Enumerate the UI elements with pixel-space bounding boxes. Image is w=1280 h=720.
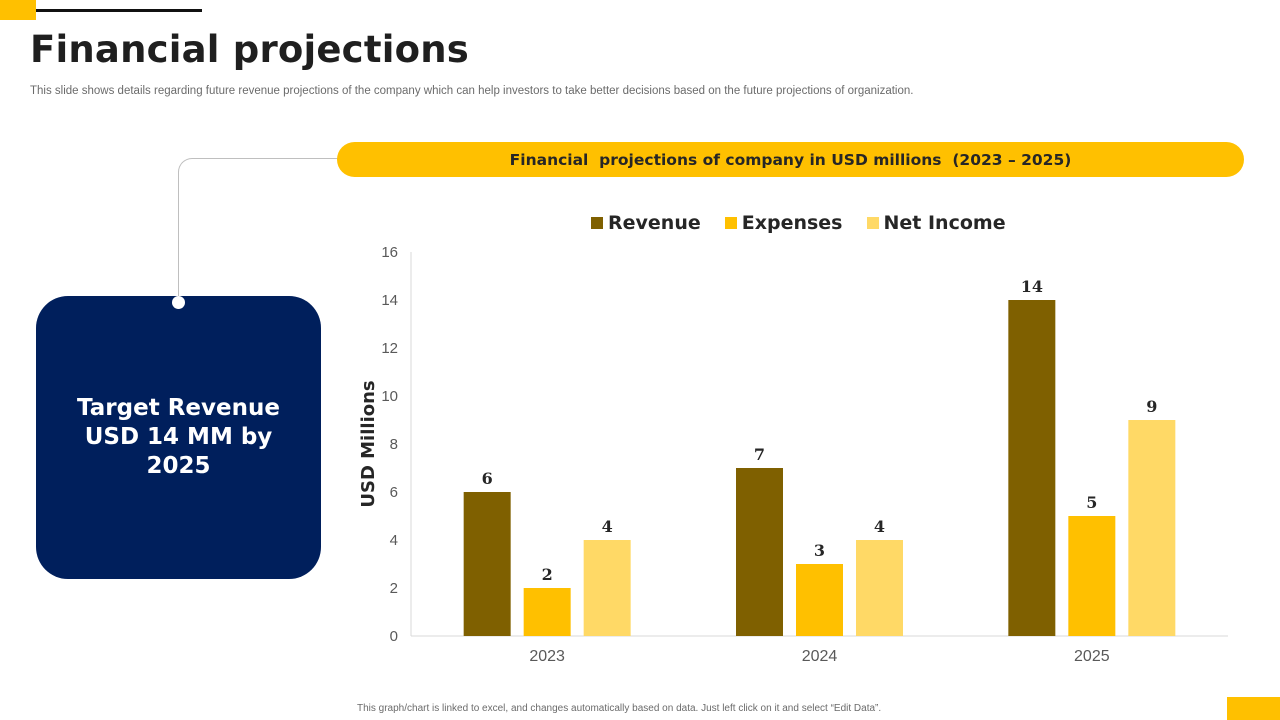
y-tick-label-0: 0 — [390, 628, 398, 645]
data-label-expenses-2023: 2 — [542, 565, 553, 584]
y-tick-label-14: 14 — [381, 292, 398, 309]
chart-legend: Revenue Expenses Net Income — [591, 210, 1030, 236]
x-tick-label-2024: 2024 — [802, 648, 838, 665]
y-tick-label-16: 16 — [381, 244, 398, 261]
connector-line — [178, 158, 340, 302]
legend-swatch-expenses — [724, 217, 737, 229]
data-label-net-income-2023: 4 — [602, 517, 613, 536]
data-label-expenses-2025: 5 — [1086, 493, 1097, 512]
top-rule — [36, 9, 202, 12]
data-label-net-income-2025: 9 — [1146, 397, 1157, 416]
data-label-revenue-2023: 6 — [482, 469, 493, 488]
legend-label-net-income: Net Income — [883, 212, 1006, 234]
bar-revenue-2023 — [463, 492, 511, 636]
data-label-revenue-2024: 7 — [754, 445, 765, 464]
data-label-expenses-2024: 3 — [814, 541, 825, 560]
bar-revenue-2024 — [736, 468, 783, 636]
page-title: Financial projections — [30, 28, 469, 71]
y-tick-label-6: 6 — [390, 484, 398, 501]
data-label-revenue-2025: 14 — [1021, 277, 1043, 296]
bar-expenses-2025 — [1068, 516, 1116, 636]
legend-swatch-revenue — [591, 217, 603, 229]
chart-title: Financial projections of company in USD … — [509, 150, 1072, 169]
bar-net-income-2023 — [583, 540, 631, 636]
y-tick-label-4: 4 — [390, 532, 398, 549]
connector-dot — [172, 296, 185, 309]
bar-revenue-2025 — [1008, 300, 1056, 636]
corner-accent-top — [0, 0, 36, 20]
y-tick-label-10: 10 — [381, 388, 398, 405]
corner-accent-bottom — [1227, 697, 1280, 720]
y-tick-label-12: 12 — [381, 340, 398, 357]
chart-title-banner: Financial projections of company in USD … — [337, 142, 1244, 177]
legend-label-expenses: Expenses — [741, 212, 843, 234]
y-axis-title: USD Millions — [358, 380, 379, 507]
x-tick-label-2023: 2023 — [529, 648, 565, 665]
legend-label-revenue: Revenue — [608, 212, 701, 234]
legend-item-revenue: Revenue — [591, 212, 701, 234]
legend-item-expenses: Expenses — [724, 212, 843, 234]
bar-net-income-2024 — [856, 540, 903, 636]
bar-expenses-2024 — [796, 564, 843, 636]
bar-expenses-2023 — [523, 588, 571, 636]
x-tick-label-2025: 2025 — [1074, 648, 1110, 665]
legend-item-net-income: Net Income — [866, 212, 1006, 234]
legend-swatch-net-income — [866, 217, 879, 229]
y-tick-label-2: 2 — [390, 580, 398, 597]
target-revenue-card: Target Revenue USD 14 MM by 2025 — [36, 296, 321, 579]
page-subtitle: This slide shows details regarding futur… — [30, 85, 914, 97]
data-label-net-income-2024: 4 — [874, 517, 885, 536]
footnote: This graph/chart is linked to excel, and… — [357, 703, 882, 714]
y-tick-label-8: 8 — [390, 436, 398, 453]
bar-net-income-2025 — [1128, 420, 1176, 636]
target-revenue-text: Target Revenue USD 14 MM by 2025 — [77, 395, 280, 479]
